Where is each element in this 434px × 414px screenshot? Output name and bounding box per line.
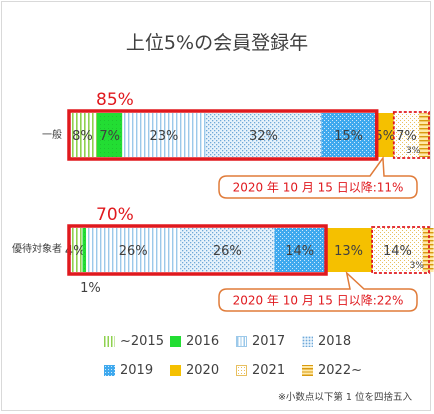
legend-swatch	[170, 335, 181, 347]
bar-segment-2019-1	[274, 228, 326, 272]
value-label-2019-0: 15%	[334, 129, 363, 144]
legend-swatch	[236, 364, 247, 376]
highlight-box-1	[67, 224, 328, 276]
legend-item-2020: 2020	[170, 362, 219, 378]
legend-swatch	[104, 364, 115, 376]
legend-label: 2019	[120, 362, 154, 378]
value-label-2018-0: 32%	[249, 129, 278, 144]
bar-segment-2022-0	[419, 113, 430, 157]
legend-item-2018: 2018	[302, 333, 351, 349]
legend-item-2019: 2019	[104, 362, 153, 378]
bar-segment-2015-0	[68, 113, 97, 157]
value-label-2019-1: 14%	[285, 244, 314, 259]
legend-label: 2020	[186, 362, 220, 378]
value-label-2017-0: 23%	[149, 129, 178, 144]
legend-label: 2022~	[318, 362, 362, 378]
bar-segment-2016-1	[82, 228, 87, 272]
category-label-0: 一般	[42, 128, 62, 141]
value-label-2016-0: 7%	[99, 129, 120, 144]
callout-0: 2020 年 10 月 15 日以降:11%	[218, 155, 418, 199]
value-label-2022-0: 3%	[406, 146, 421, 156]
bar-segment-2016-0	[96, 113, 123, 157]
legend-swatch	[104, 335, 115, 347]
dashed-box-1	[371, 226, 430, 274]
bar-segment-2020-0	[375, 113, 394, 157]
chart-title: 上位5%の会員登録年	[125, 32, 309, 54]
bar-segment-2020-1	[325, 228, 373, 272]
legend-swatch	[170, 364, 181, 376]
legend-swatch	[236, 335, 247, 347]
legend-item-2022: 2022~	[302, 362, 362, 378]
group-total-1: 70%	[96, 205, 134, 225]
legend-label: 2017	[252, 333, 286, 349]
legend-label: ~2015	[120, 333, 164, 349]
bar-segment-2017-0	[122, 113, 206, 157]
callout-text-1: 2020 年 10 月 15 日以降:22%	[233, 294, 404, 308]
bar-segment-2018-0	[205, 113, 322, 157]
value-label-2021-1: 14%	[383, 244, 412, 259]
value-label-2015-0: 8%	[72, 129, 93, 144]
highlight-box-0	[67, 109, 379, 161]
legend-label: 2016	[186, 333, 220, 349]
legend-label: 2021	[252, 362, 286, 378]
bar-segment-2022-1	[422, 228, 434, 272]
legend-item-2017: 2017	[236, 333, 285, 349]
legend-item-2016: 2016	[170, 333, 219, 349]
bar-segment-2021-1	[372, 228, 423, 272]
legend-item-2021: 2021	[236, 362, 285, 378]
callout-text-0: 2020 年 10 月 15 日以降:11%	[233, 181, 404, 195]
value-label-2016-1: 1%	[80, 281, 101, 296]
value-label-2021-0: 7%	[396, 129, 417, 144]
legend-label: 2018	[318, 333, 352, 349]
bar-segment-2018-1	[180, 228, 275, 272]
legend-swatch	[302, 335, 313, 347]
dashed-box-0	[392, 111, 430, 159]
value-label-2018-1: 26%	[213, 244, 242, 259]
value-label-2017-1: 26%	[119, 244, 148, 259]
bar-segment-2021-0	[393, 113, 420, 157]
bar-segment-2015-1	[68, 228, 83, 272]
callout-1: 2020 年 10 月 15 日以降:22%	[218, 270, 418, 312]
bar-segment-2019-0	[321, 113, 376, 157]
value-label-2020-1: 13%	[334, 244, 363, 259]
value-label-2020-0: 5%	[374, 129, 395, 144]
category-label-1: 優待対象者	[12, 242, 62, 255]
value-label-2022-1: 3%	[410, 261, 425, 271]
legend-swatch	[302, 364, 313, 376]
group-total-0: 85%	[96, 90, 134, 110]
rounding-note: ※小数点以下第 1 位を四捨五入	[277, 392, 412, 403]
legend-item-2015: ~2015	[104, 333, 164, 349]
bar-segment-2017-1	[86, 228, 181, 272]
